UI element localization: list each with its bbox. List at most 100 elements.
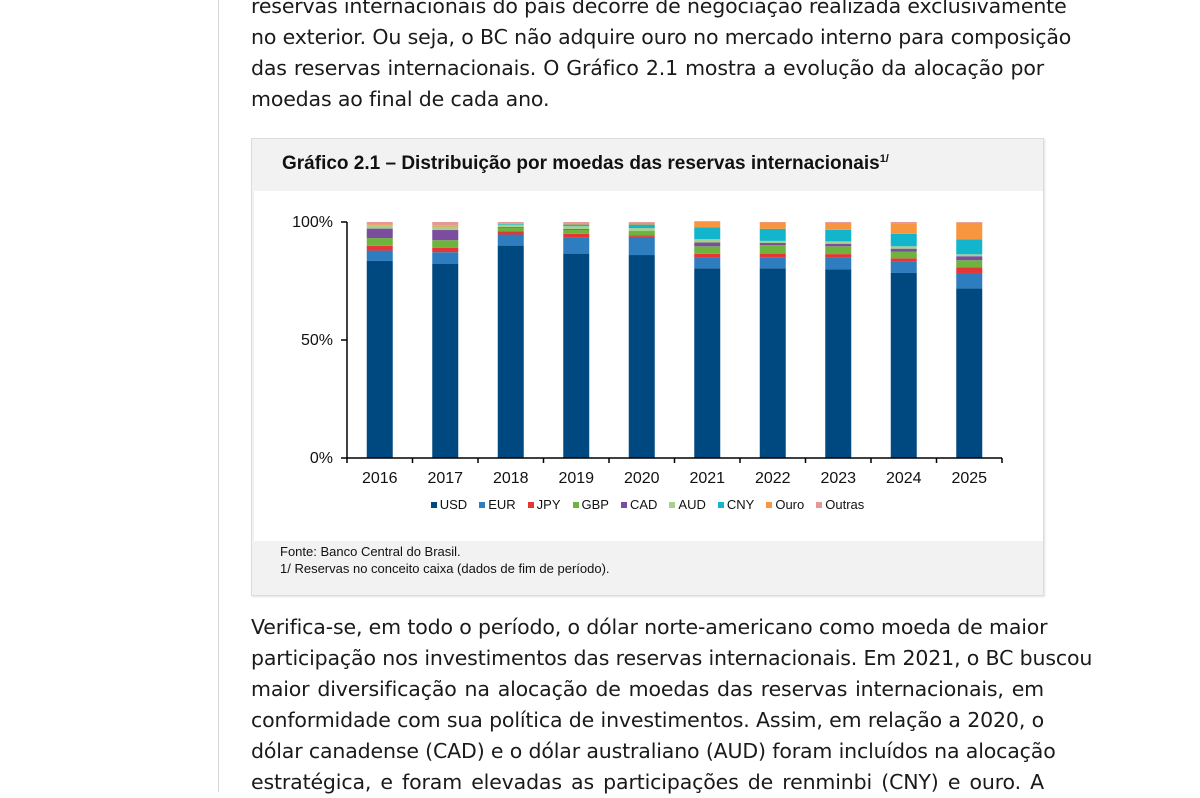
legend-label: Ouro [775, 497, 804, 512]
legend-item-outras: Outras [816, 497, 864, 512]
legend-label: AUD [678, 497, 705, 512]
bar-segment-cny [498, 224, 524, 225]
page-margin-rule [218, 0, 219, 792]
bar-segment-jpy [694, 254, 720, 258]
legend-label: CAD [630, 497, 657, 512]
bar-segment-gbp [432, 240, 458, 248]
legend-label: GBP [582, 497, 609, 512]
bar-segment-jpy [891, 258, 917, 262]
bar-segment-outras [498, 222, 524, 223]
legend-item-cny: CNY [718, 497, 754, 512]
chart-title-text: Gráfico 2.1 – Distribuição por moedas da… [282, 153, 880, 174]
legend-swatch [528, 502, 534, 508]
bar-segment-ouro [825, 223, 851, 230]
y-tick-label: 100% [292, 214, 333, 231]
bar-segment-eur [825, 257, 851, 269]
bar-segment-cad [891, 249, 917, 252]
bar-segment-cad [956, 256, 982, 260]
legend-item-usd: USD [431, 497, 467, 512]
bar-segment-aud [825, 241, 851, 243]
x-tick-label: 2019 [558, 470, 594, 487]
bar-segment-outras [563, 222, 589, 223]
chart-title-note: 1/ [880, 153, 889, 165]
bar-segment-cny [694, 227, 720, 239]
x-tick-label: 2025 [951, 470, 987, 487]
bar-segment-eur [760, 257, 786, 268]
bar-segment-aud [367, 225, 393, 229]
bar-segment-cad [825, 244, 851, 247]
legend-item-gbp: GBP [573, 497, 609, 512]
bar-segment-ouro [629, 223, 655, 225]
bar-segment-jpy [498, 231, 524, 234]
bar-segment-eur [629, 237, 655, 255]
bar-segment-jpy [563, 234, 589, 237]
paragraph-line: participação nos investimentos das reser… [251, 643, 1044, 674]
legend-swatch [718, 502, 724, 508]
legend-label: CNY [727, 497, 754, 512]
bar-segment-cny [563, 225, 589, 227]
y-tick-label: 50% [301, 332, 333, 349]
bar-segment-cny [891, 234, 917, 247]
bar-segment-cad [694, 243, 720, 247]
legend-label: JPY [537, 497, 561, 512]
bar-segment-aud [629, 228, 655, 231]
bar-segment-usd [432, 264, 458, 458]
paragraph-line: moedas ao final de cada ano. [251, 84, 1044, 115]
chart-legend: USD EUR JPY GBP CAD AUD CNY Ouro Outras [252, 497, 1043, 512]
bar-segment-gbp [956, 260, 982, 267]
bar-segment-eur [891, 262, 917, 273]
paragraph-line: reservas internacionais do país decorre … [251, 0, 1044, 22]
legend-item-aud: AUD [669, 497, 705, 512]
bar-segment-usd [760, 268, 786, 458]
bar-segment-jpy [432, 248, 458, 252]
bar-segment-ouro [432, 226, 458, 227]
bar-segment-eur [956, 273, 982, 289]
bar-segment-aud [563, 226, 589, 229]
bar-segment-aud [891, 246, 917, 248]
bar-segment-aud [432, 226, 458, 230]
bar-segment-cad [432, 230, 458, 240]
x-tick-label: 2020 [624, 470, 660, 487]
bar-segment-outras [629, 222, 655, 223]
bar-segment-outras [825, 222, 851, 223]
bar-segment-aud [760, 241, 786, 243]
bar-segment-cny [825, 230, 851, 242]
bar-segment-ouro [956, 223, 982, 240]
x-tick-label: 2016 [362, 470, 398, 487]
chart-figure: Gráfico 2.1 – Distribuição por moedas da… [251, 138, 1044, 596]
bar-segment-eur [498, 235, 524, 246]
bar-segment-gbp [563, 230, 589, 234]
paragraph-intro: reservas internacionais do país decorre … [251, 0, 1044, 115]
paragraph-line: das reservas internacionais. O Gráfico 2… [251, 53, 1044, 84]
legend-swatch [573, 502, 579, 508]
legend-swatch [816, 502, 822, 508]
legend-item-ouro: Ouro [766, 497, 804, 512]
paragraph-line: conformidade com sua política de investi… [251, 705, 1044, 736]
bar-segment-usd [956, 289, 982, 458]
bar-segment-gbp [367, 238, 393, 246]
bar-segment-jpy [629, 235, 655, 236]
bar-segment-gbp [760, 245, 786, 253]
x-tick-label: 2023 [820, 470, 856, 487]
legend-label: USD [440, 497, 467, 512]
bar-segment-jpy [825, 254, 851, 257]
bar-segment-ouro [891, 223, 917, 233]
bar-segment-eur [432, 252, 458, 264]
legend-swatch [766, 502, 772, 508]
bar-segment-usd [891, 273, 917, 458]
legend-swatch [431, 502, 437, 508]
bar-segment-eur [563, 237, 589, 254]
bar-segment-usd [694, 268, 720, 458]
legend-label: EUR [488, 497, 515, 512]
legend-item-jpy: JPY [528, 497, 561, 512]
bar-segment-usd [629, 255, 655, 458]
bar-segment-usd [367, 261, 393, 458]
paragraph-line: estratégica, e foram elevadas as partici… [251, 767, 1044, 798]
bar-segment-outras [432, 222, 458, 226]
paragraph-analysis: Verifica-se, em todo o período, o dólar … [251, 612, 1044, 798]
x-tick-label: 2024 [886, 470, 922, 487]
bar-segment-usd [498, 246, 524, 458]
bar-segment-ouro [563, 223, 589, 224]
